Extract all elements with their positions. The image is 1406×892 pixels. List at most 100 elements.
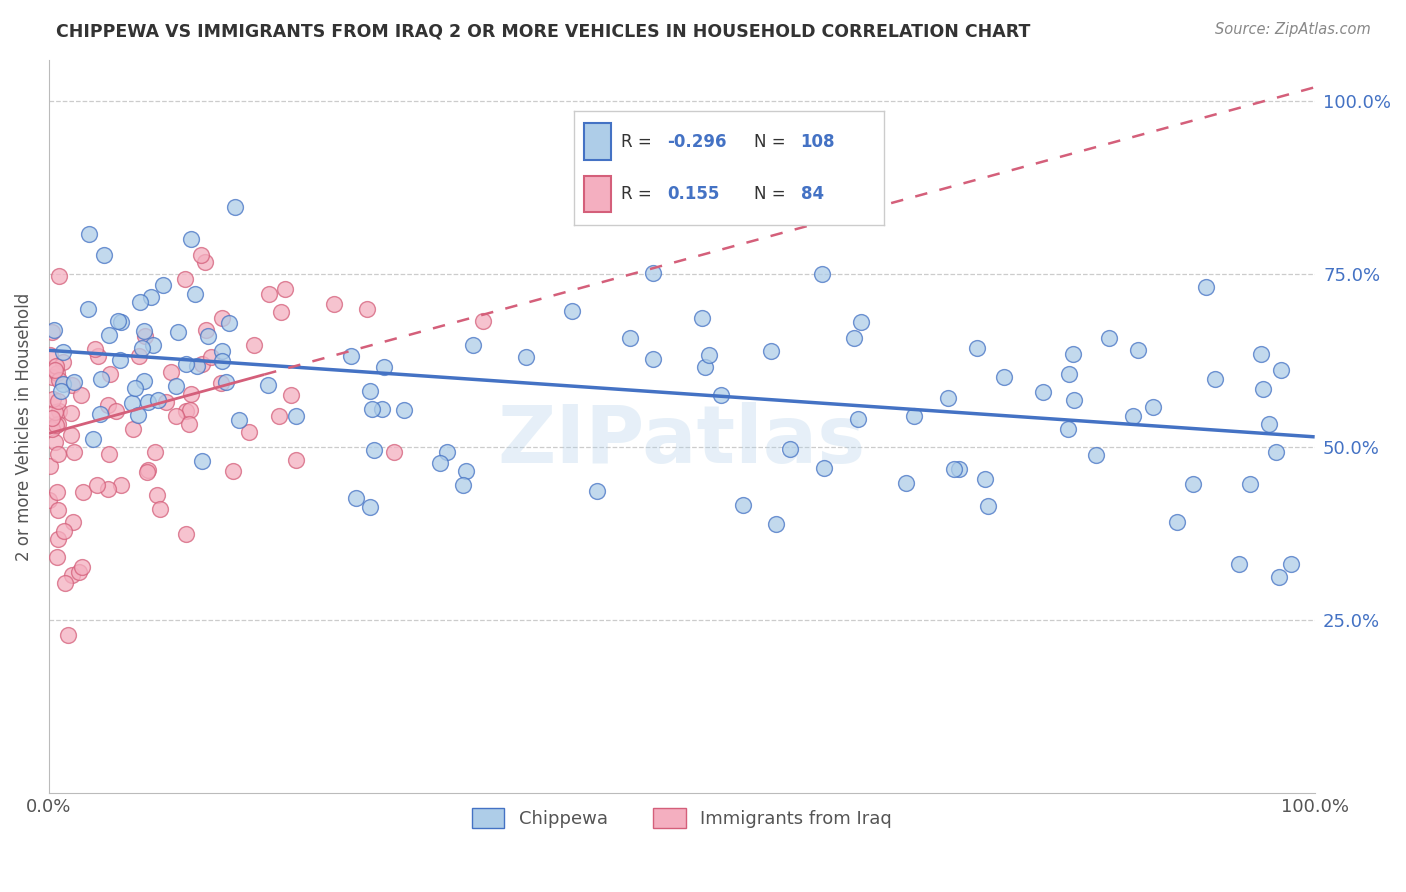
Point [896,476,918,491]
Point [86,478,108,492]
Point [46,503,69,517]
Point [710,388,733,402]
Point [135,466,157,480]
Point [132,374,155,388]
Point [62,515,84,529]
Point [1195,279,1218,293]
Point [70,560,93,574]
Point [1062,347,1084,361]
Point [215,376,238,390]
Point [67,566,90,580]
Point [641,351,664,366]
Point [134,328,156,343]
Point [122,422,145,436]
Point [165,379,187,393]
Point [384,444,406,458]
Point [142,338,165,352]
Point [174,527,197,541]
Point [810,268,832,282]
Point [359,384,381,399]
Point [190,247,212,261]
Point [110,315,132,329]
Point [849,315,872,329]
Point [1239,477,1261,491]
Point [174,403,197,417]
Point [1142,400,1164,414]
Point [190,357,212,371]
Point [128,295,150,310]
Point [269,409,291,423]
Y-axis label: 2 or more Vehicles in Household: 2 or more Vehicles in Household [15,293,32,560]
Point [97,327,120,342]
Point [224,200,246,214]
Point [641,266,664,280]
Point [1265,445,1288,459]
Point [89,407,111,421]
Point [765,517,787,532]
Point [149,501,172,516]
Point [761,344,783,359]
Point [394,403,416,417]
Point [1258,417,1281,431]
Point [1085,448,1108,462]
Point [176,357,198,371]
Point [42,323,65,337]
Point [53,575,76,590]
Point [322,297,344,311]
Point [45,366,67,380]
Point [371,402,394,417]
Point [44,404,66,418]
Point [284,409,307,424]
Point [97,482,120,496]
Point [174,272,197,286]
Point [238,425,260,439]
Point [339,350,361,364]
Point [186,359,208,373]
Point [48,404,70,418]
Point [44,434,66,449]
Point [585,484,607,499]
Point [41,325,63,339]
Point [359,500,381,515]
Point [52,345,75,359]
Point [218,317,240,331]
Point [45,417,67,432]
Point [1057,367,1080,381]
Point [48,373,70,387]
Point [179,417,201,432]
Point [966,341,988,355]
Point [993,369,1015,384]
Point [561,303,583,318]
Legend: Chippewa, Immigrants from Iraq: Chippewa, Immigrants from Iraq [465,800,898,836]
Point [90,372,112,386]
Point [1126,343,1149,357]
Point [693,359,716,374]
Point [84,342,107,356]
Point [690,310,713,325]
Point [846,412,869,426]
Point [344,491,367,505]
Point [697,348,720,362]
Point [63,445,86,459]
Point [41,411,63,425]
Point [197,329,219,343]
Point [463,338,485,352]
Point [51,355,73,369]
Point [190,453,212,467]
Point [138,395,160,409]
Point [194,255,217,269]
Point [76,301,98,316]
Point [257,286,280,301]
Point [121,395,143,409]
Point [51,384,73,398]
Point [42,392,65,406]
Point [124,381,146,395]
Point [280,388,302,402]
Point [974,472,997,486]
Point [46,532,69,546]
Point [180,232,202,246]
Point [46,484,69,499]
Point [942,462,965,476]
Point [41,421,63,435]
Point [108,353,131,368]
